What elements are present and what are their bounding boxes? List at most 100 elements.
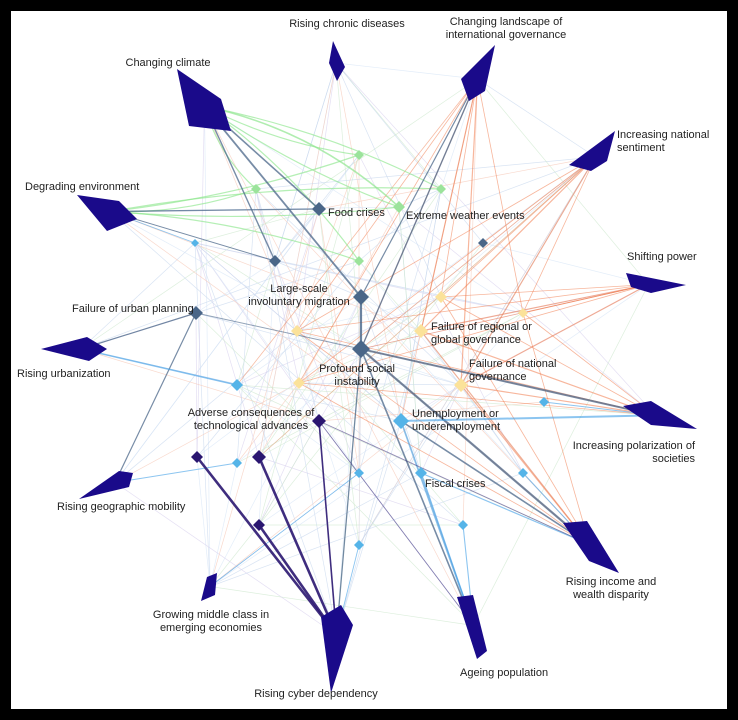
edge [336,330,422,636]
driver-node-rising-chronic-diseases [329,41,345,81]
edge [360,78,479,350]
edge [209,472,524,587]
edge [203,105,276,262]
edge [109,211,422,332]
edge [318,420,338,636]
edge [258,62,337,458]
edge [460,156,597,386]
driver-node-ageing-population [457,595,487,659]
edge [296,156,596,332]
edge [255,188,462,386]
edge [420,330,656,416]
edge [195,312,462,386]
minor-node [354,540,364,550]
edge [440,78,478,298]
edge [318,156,596,210]
edge [296,78,478,332]
edge [204,105,400,208]
edge [109,211,362,350]
edge [195,456,338,636]
edge [460,283,649,386]
edge [318,420,590,545]
edge [298,78,478,384]
driver-node-rising-income-disparity [563,521,619,573]
edge [114,330,298,483]
edge [255,188,300,384]
edge [360,296,442,350]
edge [460,78,479,386]
edge [255,188,320,422]
edge [482,242,649,285]
edge [258,296,362,526]
minor-node [518,468,528,478]
edge [109,208,320,213]
driver-node-rising-cyber-dependency [321,605,353,693]
edge [335,62,362,350]
edge [109,210,360,262]
driver-node-rising-geographic-mobility [79,471,133,499]
edge [194,242,260,458]
edge [236,384,656,416]
edge [114,462,238,483]
edge [194,208,320,244]
edge [298,156,596,384]
driver-node-degrading-environment [77,195,137,231]
minor-node [251,184,261,194]
edge [109,154,360,213]
edge [80,348,238,386]
edge [440,296,656,416]
edge [204,105,442,190]
minor-node [232,458,242,468]
driver-node-shifting-power [626,273,686,293]
edge [460,384,656,416]
edge [194,242,211,587]
minor-node [293,377,305,389]
edge [114,312,197,483]
edge [195,312,362,350]
edge [522,312,656,416]
driver-node-increasing-national-sentiment [569,131,615,171]
edge [109,211,402,422]
edge [109,211,276,262]
edge [296,330,590,545]
edge [195,312,198,458]
edge [440,156,596,298]
edge [335,62,442,298]
edge [209,284,649,587]
minor-node [354,150,364,160]
minor-node [458,520,468,530]
network-diagram: Rising chronic diseases Changing landsca… [11,11,727,709]
edge [296,154,360,332]
risk-node-extreme-weather [393,201,405,213]
edge [274,62,337,262]
edge [209,384,462,587]
edge [196,106,205,458]
risk-node-social-instability [352,340,370,358]
edge [209,296,362,587]
risk-node-failure-national-governance [454,378,468,392]
edge [360,156,596,350]
edge [258,156,596,458]
risk-node-fiscal-crises [415,467,427,479]
edge [236,384,474,626]
edge [195,312,360,474]
minor-node [291,325,303,337]
network-graph [41,41,697,693]
edge [258,312,524,458]
edge [109,211,464,526]
edge [80,312,197,350]
edge [398,188,442,208]
edge [318,420,474,626]
edge [420,384,462,474]
edge [274,208,320,262]
edge [257,456,338,636]
edge [335,62,484,244]
edge [195,260,276,314]
edge [420,283,649,332]
edge [358,154,524,474]
edge [80,348,320,422]
edge [398,206,656,416]
edge [203,105,362,298]
minor-node [253,519,265,531]
edge [298,382,656,416]
